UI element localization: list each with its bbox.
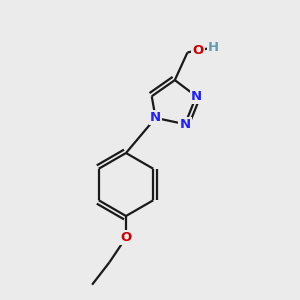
Text: H: H bbox=[208, 41, 219, 54]
Text: N: N bbox=[150, 111, 161, 124]
Text: O: O bbox=[120, 231, 132, 244]
Text: N: N bbox=[191, 90, 202, 103]
Text: N: N bbox=[179, 118, 191, 131]
Text: O: O bbox=[192, 44, 203, 57]
